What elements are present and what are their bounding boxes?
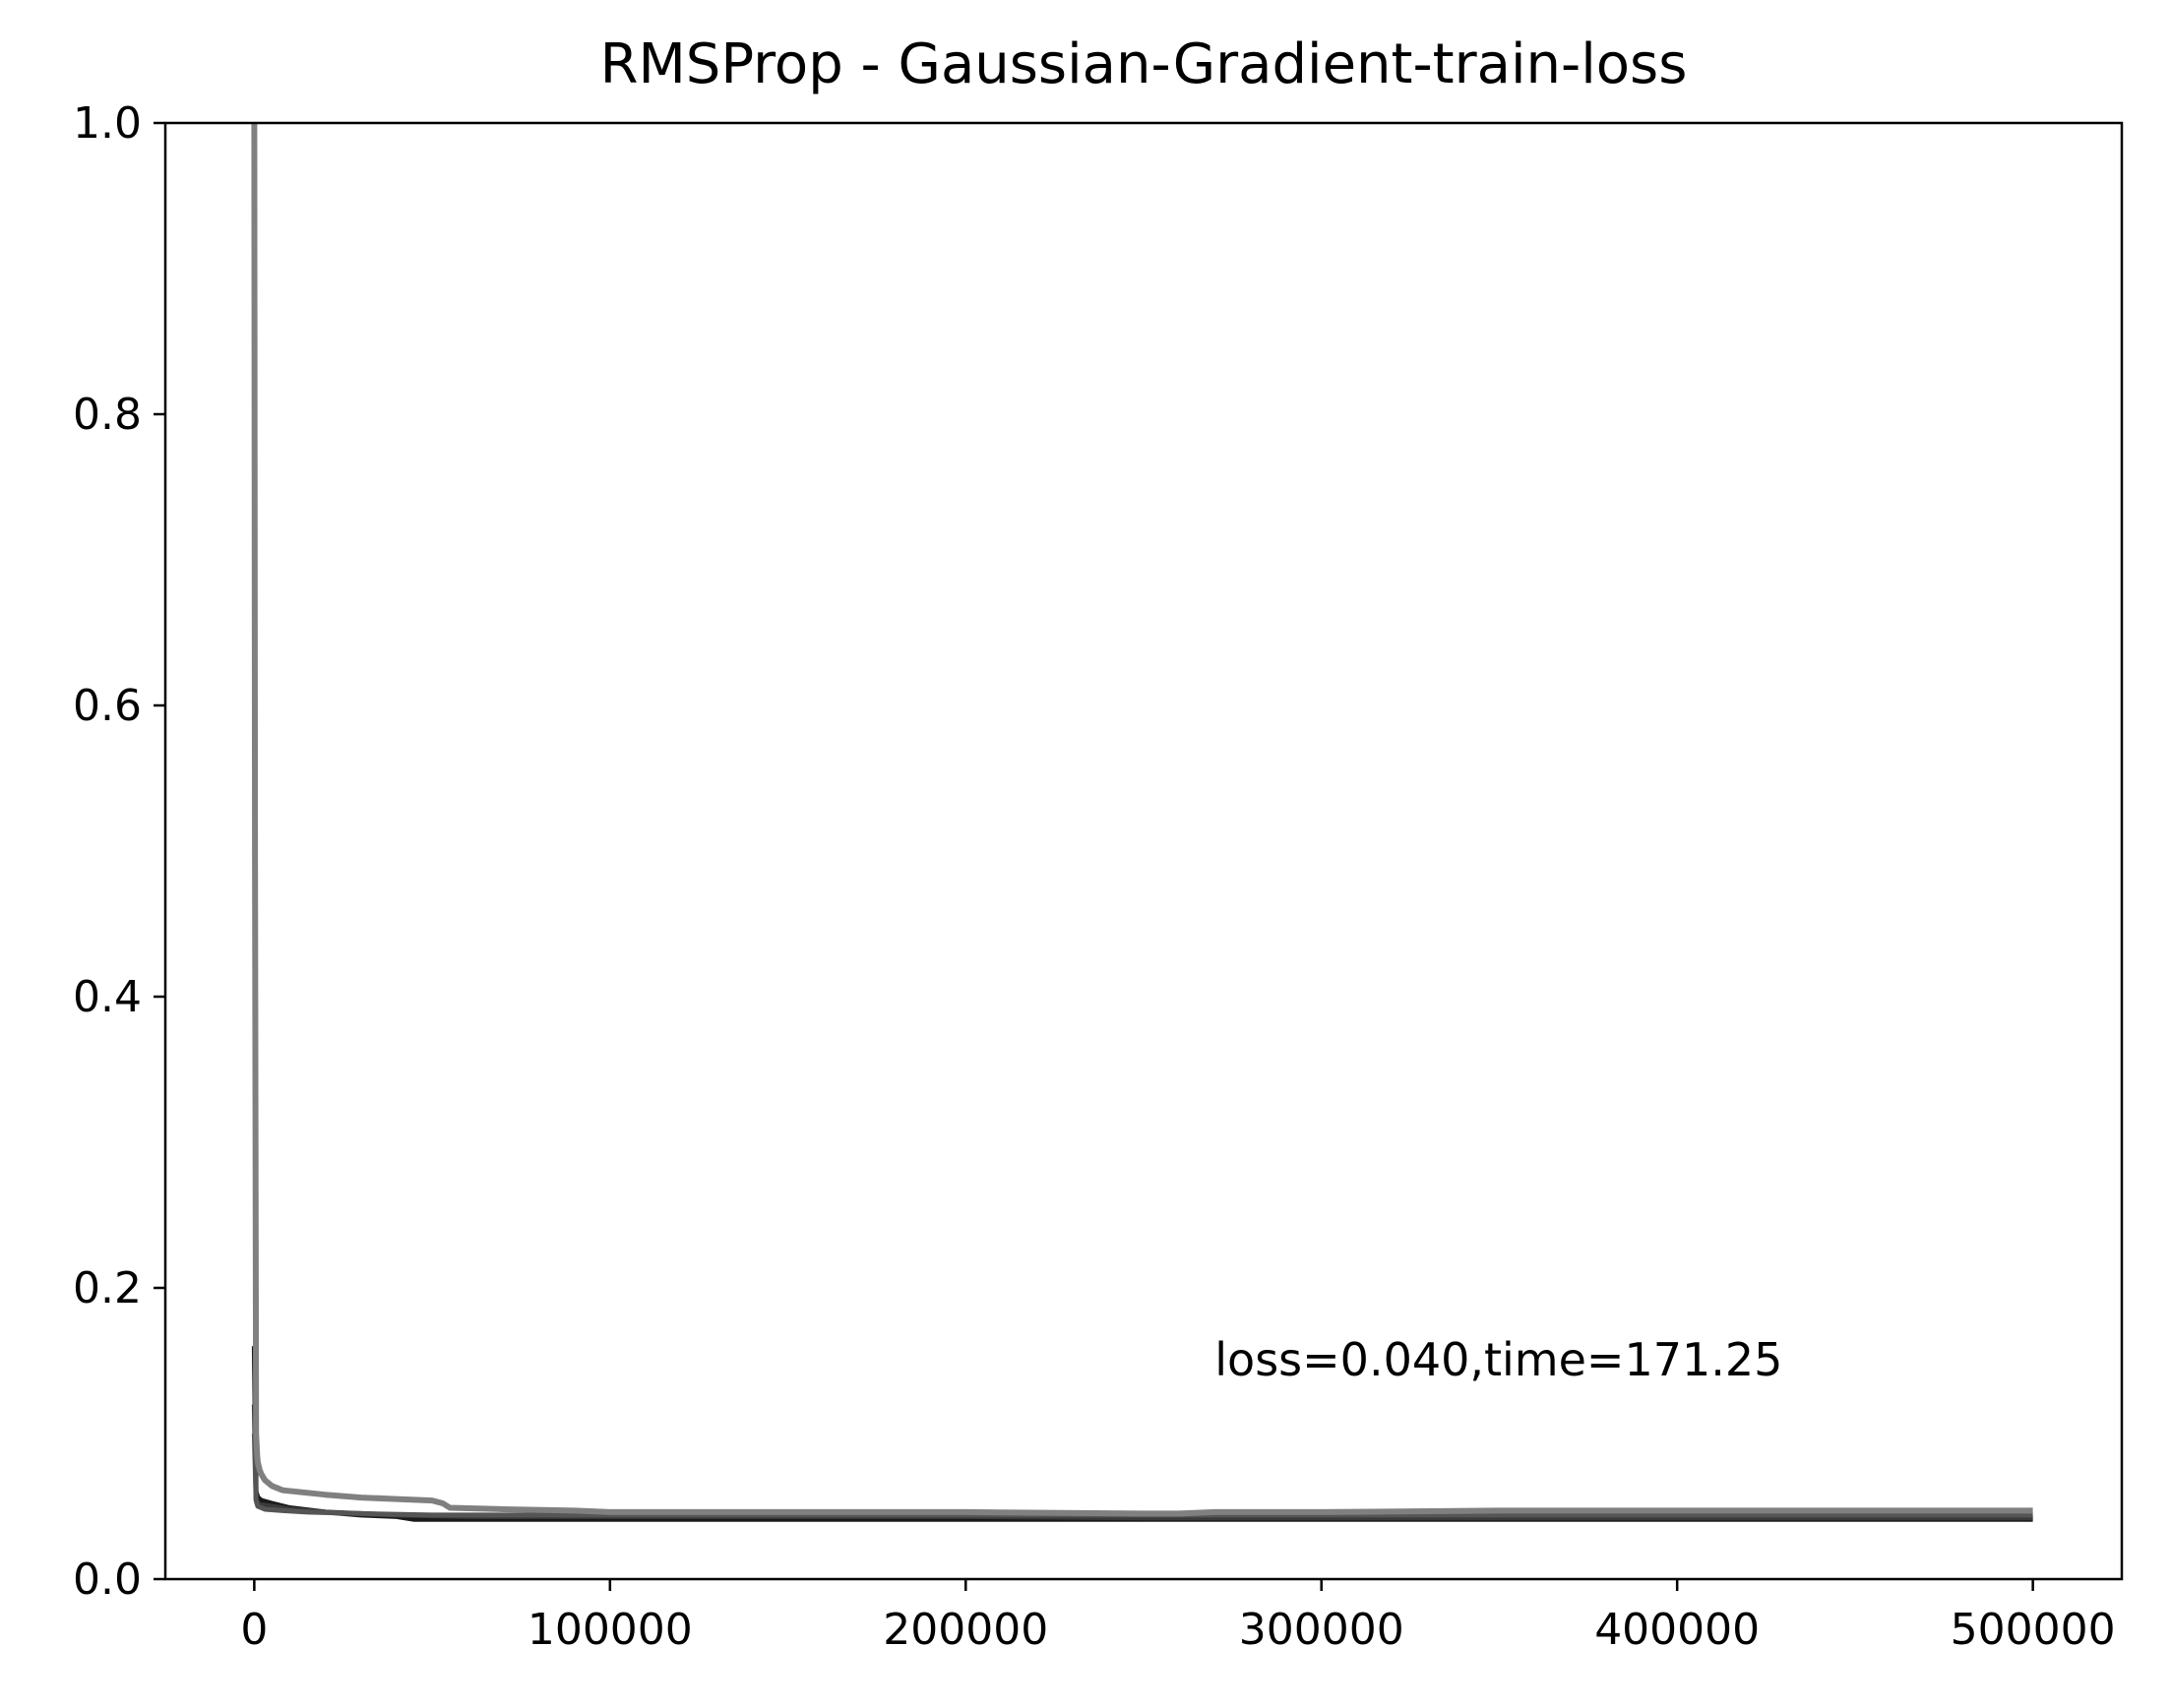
chart-title: RMSProp - Gaussian-Gradient-train-loss — [600, 32, 1688, 96]
loss-time-annotation: loss=0.040,time=171.25 — [1214, 1333, 1782, 1386]
y-tick-label: 0.2 — [73, 1263, 142, 1313]
x-tick-label: 400000 — [1594, 1605, 1760, 1655]
x-tick-label: 0 — [240, 1605, 268, 1655]
y-axis-ticks: 0.0 0.2 0.4 0.6 0.8 1.0 — [73, 98, 165, 1605]
plot-frame — [163, 121, 2124, 1581]
x-tick-label: 300000 — [1239, 1605, 1404, 1655]
y-tick-label: 0.6 — [73, 681, 142, 731]
series-lines — [251, 122, 2033, 1522]
x-tick-label: 100000 — [527, 1605, 693, 1655]
y-tick-label: 1.0 — [73, 98, 142, 149]
y-tick-label: 0.8 — [73, 390, 142, 440]
x-tick-label: 500000 — [1951, 1605, 2116, 1655]
y-tick-label: 0.0 — [73, 1555, 142, 1605]
x-tick-label: 200000 — [883, 1605, 1048, 1655]
series-line-4 — [251, 122, 2033, 1517]
y-tick-label: 0.4 — [73, 972, 142, 1022]
x-axis-ticks: 0 100000 200000 300000 400000 500000 — [240, 1579, 2116, 1655]
